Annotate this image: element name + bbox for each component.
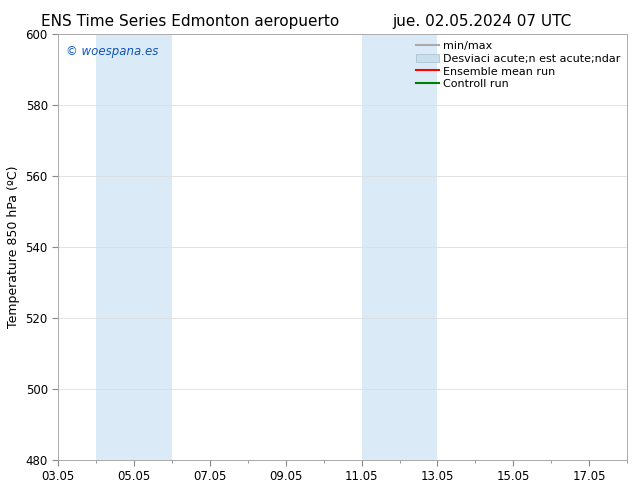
Legend: min/max, Desviaci acute;n est acute;ndar, Ensemble mean run, Controll run: min/max, Desviaci acute;n est acute;ndar… [413, 37, 624, 93]
Text: ENS Time Series Edmonton aeropuerto: ENS Time Series Edmonton aeropuerto [41, 14, 339, 29]
Y-axis label: Temperature 850 hPa (ºC): Temperature 850 hPa (ºC) [7, 166, 20, 328]
Text: jue. 02.05.2024 07 UTC: jue. 02.05.2024 07 UTC [392, 14, 571, 29]
Text: © woespana.es: © woespana.es [65, 45, 158, 58]
Title: ENS Time Series Edmonton aeropuerto      jue. 02.05.2024 07 UTC: ENS Time Series Edmonton aeropuerto jue.… [0, 489, 1, 490]
Bar [361, 34, 437, 460]
Bar [96, 34, 172, 460]
